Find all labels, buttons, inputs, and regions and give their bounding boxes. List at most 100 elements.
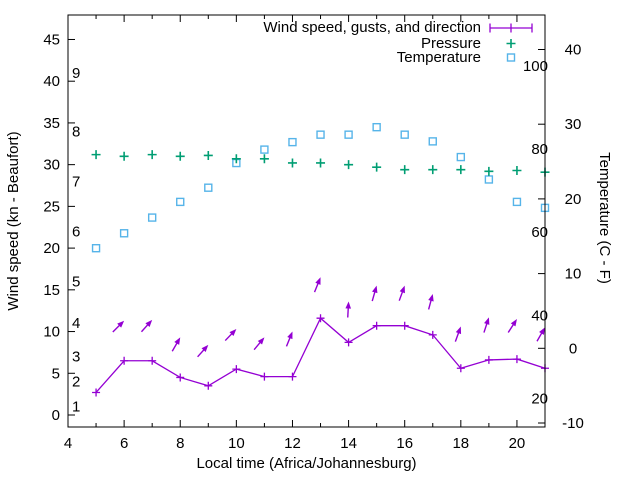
wind-point [148, 356, 157, 365]
plot-border [67, 14, 546, 428]
pressure-point [91, 150, 101, 160]
wind-point [400, 321, 409, 330]
wind-point [372, 321, 381, 330]
temperature-point [344, 130, 353, 139]
x-tick-label: 12 [284, 435, 301, 452]
pressure-point [428, 165, 438, 175]
x-tick-label: 20 [509, 435, 526, 452]
beaufort-label: 2 [72, 374, 80, 391]
celsius-tick-label: 30 [565, 116, 582, 133]
pressure-point [231, 154, 241, 164]
beaufort-label: 4 [72, 315, 80, 332]
pressure-point [512, 165, 522, 175]
temperature-point [372, 122, 381, 132]
temperature-point [400, 130, 409, 139]
x-axis-title: Local time (Africa/Johannesburg) [196, 455, 417, 472]
x-tick-label: 16 [396, 435, 413, 452]
fahrenheit-label: 20 [531, 390, 548, 407]
celsius-tick-label: -10 [562, 415, 584, 432]
pressure-point [484, 166, 494, 176]
kn-tick-label: 30 [43, 157, 60, 174]
kn-tick-label: 25 [43, 198, 60, 215]
temperature-point [260, 145, 269, 154]
wind-point [316, 314, 325, 323]
celsius-tick-label: 10 [565, 266, 582, 283]
fahrenheit-label: 80 [531, 141, 548, 158]
temperature-point [288, 137, 297, 147]
gust-arrow-head [510, 319, 517, 327]
x-tick-label: 14 [340, 435, 357, 452]
fahrenheit-label: 40 [531, 307, 548, 324]
beaufort-label: 8 [72, 123, 80, 140]
beaufort-label: 9 [72, 65, 80, 82]
legend-label-wind: Wind speed, gusts, and direction [263, 19, 481, 36]
gust-arrow-head [117, 320, 125, 328]
temperature-point [428, 137, 437, 146]
pressure-point [259, 154, 269, 164]
pressure-point [400, 165, 410, 175]
beaufort-label: 7 [72, 173, 80, 190]
celsius-tick-label: 40 [565, 42, 582, 59]
temperature-point [91, 244, 101, 253]
wind-point [260, 372, 269, 381]
wind-point [484, 355, 493, 364]
x-tick-label: 6 [120, 435, 128, 452]
pressure-point [316, 158, 326, 168]
fahrenheit-label: 100 [523, 58, 548, 75]
temperature-point [147, 213, 157, 222]
kn-tick-label: 10 [43, 324, 60, 341]
kn-tick-label: 20 [43, 240, 60, 257]
wind-point [288, 372, 297, 381]
kn-tick-label: 5 [52, 365, 60, 382]
x-tick-label: 8 [176, 435, 184, 452]
wind-point [512, 355, 521, 364]
wind-point [204, 381, 213, 390]
gust-arrow-head [399, 285, 405, 294]
left-axis-title: Wind speed (kn - Beaufort) [5, 131, 22, 311]
celsius-tick-label: 20 [565, 191, 582, 208]
kn-tick-label: 15 [43, 282, 60, 299]
temperature-point [176, 197, 185, 207]
wind-point [120, 356, 129, 365]
temperature-point [316, 130, 325, 139]
gust-arrow-head [201, 344, 209, 352]
pressure-point [175, 151, 185, 161]
pressure-point [203, 150, 213, 160]
pressure-point [456, 165, 466, 175]
gust-arrow-head [539, 327, 545, 335]
gust-arrow-head [257, 337, 265, 345]
pressure-point [287, 158, 297, 168]
pressure-point [372, 162, 382, 172]
temperature-point [484, 175, 494, 184]
legend-pressure-sample [506, 39, 516, 48]
legend-label-pressure: Pressure [420, 35, 481, 52]
gust-arrow-head [455, 326, 462, 335]
gust-arrow-head [372, 285, 378, 294]
beaufort-label: 5 [72, 273, 80, 290]
pressure-point [344, 160, 354, 170]
legend-label-temperature: Temperature [396, 49, 481, 66]
temperature-point [119, 229, 129, 238]
wind-point [456, 364, 465, 373]
beaufort-label: 3 [72, 349, 80, 366]
right-axis-title: Temperature (C - F) [596, 152, 613, 284]
wind-point [92, 388, 101, 397]
wind-point [232, 365, 241, 374]
wind-line [95, 317, 546, 393]
wind-point [176, 373, 185, 382]
x-tick-label: 18 [452, 435, 469, 452]
celsius-tick-label: 0 [569, 340, 577, 357]
gust-arrow-head [287, 331, 293, 340]
x-tick-label: 4 [64, 435, 72, 452]
temperature-point [204, 183, 213, 192]
beaufort-label: 6 [72, 223, 80, 240]
gust-arrow-head [428, 293, 434, 302]
kn-tick-label: 40 [43, 73, 60, 90]
x-tick-label: 10 [228, 435, 245, 452]
gust-arrow-head [229, 329, 237, 337]
beaufort-label: 1 [72, 399, 80, 416]
pressure-point [119, 151, 129, 161]
wind-point [344, 338, 353, 347]
